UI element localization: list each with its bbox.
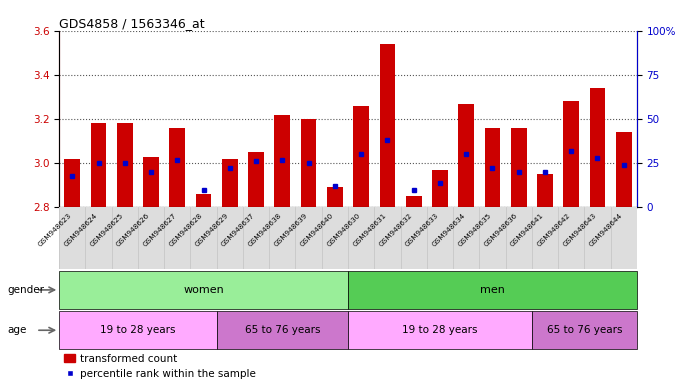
Bar [169, 128, 185, 207]
Text: GSM948633: GSM948633 [404, 212, 440, 248]
Text: 19 to 28 years: 19 to 28 years [100, 325, 175, 335]
Bar [432, 170, 448, 207]
Text: GSM948631: GSM948631 [352, 212, 388, 248]
Text: GSM948628: GSM948628 [168, 212, 204, 248]
Bar [216, 311, 348, 349]
Bar [458, 104, 474, 207]
Text: 65 to 76 years: 65 to 76 years [244, 325, 320, 335]
Text: GSM948625: GSM948625 [89, 212, 125, 248]
Bar [65, 159, 80, 207]
Text: 65 to 76 years: 65 to 76 years [546, 325, 622, 335]
Legend: transformed count, percentile rank within the sample: transformed count, percentile rank withi… [64, 354, 256, 379]
Text: GSM948635: GSM948635 [457, 212, 493, 248]
Bar [222, 159, 238, 207]
Bar [327, 187, 342, 207]
Bar [616, 132, 631, 207]
Bar [406, 196, 422, 207]
Bar [301, 119, 317, 207]
Text: GSM948632: GSM948632 [378, 212, 413, 248]
Text: GDS4858 / 1563346_at: GDS4858 / 1563346_at [59, 17, 205, 30]
Text: women: women [183, 285, 224, 295]
Text: GSM948623: GSM948623 [37, 212, 72, 248]
Text: GSM948636: GSM948636 [483, 212, 519, 248]
Bar [248, 152, 264, 207]
Bar [354, 106, 369, 207]
Bar [484, 128, 500, 207]
Text: 19 to 28 years: 19 to 28 years [402, 325, 477, 335]
Text: GSM948630: GSM948630 [326, 212, 361, 248]
Text: GSM948637: GSM948637 [221, 212, 256, 248]
Text: gender: gender [7, 285, 44, 295]
Bar [348, 311, 532, 349]
Bar [563, 101, 579, 207]
Text: GSM948629: GSM948629 [194, 212, 230, 248]
Text: GSM948634: GSM948634 [431, 212, 466, 248]
Bar [590, 88, 606, 207]
Bar [117, 123, 133, 207]
Text: GSM948627: GSM948627 [142, 212, 177, 248]
Text: age: age [7, 325, 26, 335]
Text: GSM948643: GSM948643 [562, 212, 597, 248]
Bar [90, 123, 106, 207]
Bar [274, 114, 290, 207]
Bar [59, 311, 216, 349]
Bar [59, 271, 348, 309]
Bar [196, 194, 212, 207]
Text: GSM948626: GSM948626 [116, 212, 151, 248]
Bar [532, 311, 637, 349]
Bar [348, 271, 637, 309]
Text: men: men [480, 285, 505, 295]
Bar [537, 174, 553, 207]
Text: GSM948638: GSM948638 [247, 212, 283, 248]
Text: GSM948624: GSM948624 [63, 212, 99, 248]
Bar [511, 128, 527, 207]
Text: GSM948642: GSM948642 [536, 212, 571, 248]
Bar [143, 157, 159, 207]
Text: GSM948639: GSM948639 [273, 212, 308, 248]
Text: GSM948640: GSM948640 [299, 212, 335, 248]
Text: GSM948644: GSM948644 [588, 212, 624, 248]
Text: GSM948641: GSM948641 [509, 212, 545, 248]
Bar [379, 44, 395, 207]
